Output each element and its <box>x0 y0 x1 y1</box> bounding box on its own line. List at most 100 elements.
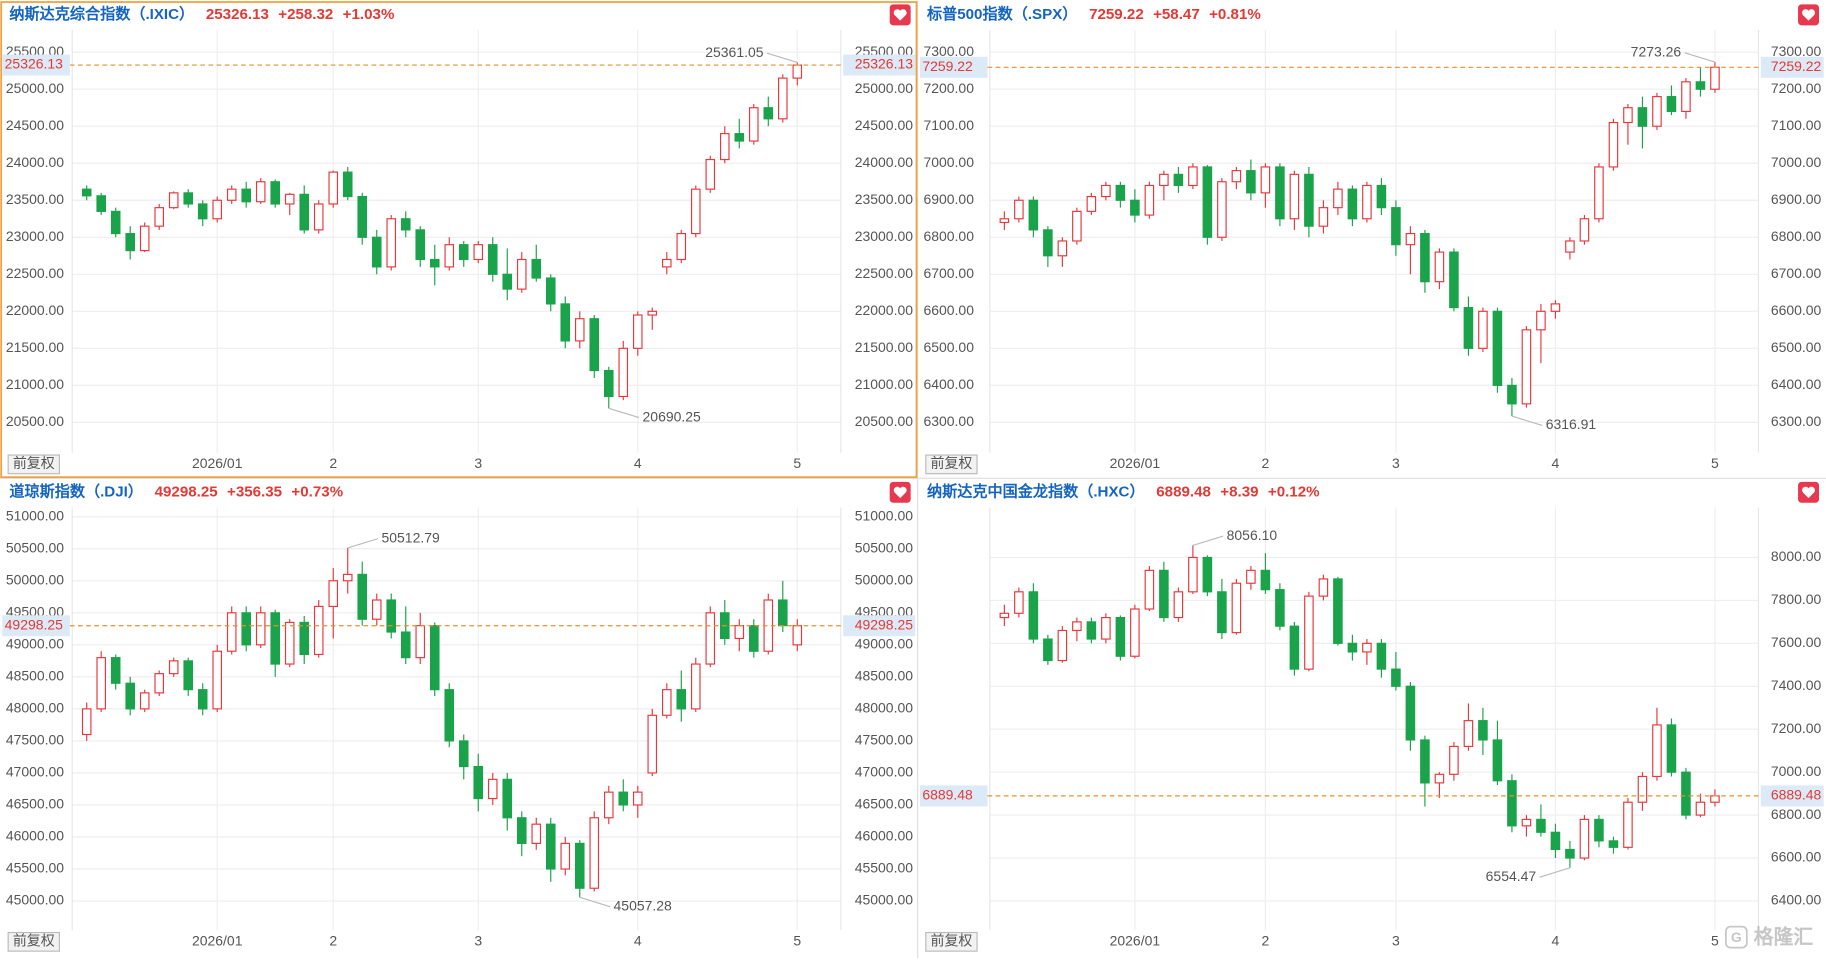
chart-panel: 6300.00 6300.00 6400.00 6400.00 6500.00 6500.… <box>919 4 1824 475</box>
candle-body <box>1028 591 1039 640</box>
annotation-label: 50512.79 <box>382 529 440 545</box>
x-tick-label: 5 <box>793 455 801 471</box>
y-tick-label: 21000.00 <box>855 376 913 392</box>
candle-body <box>1463 720 1474 747</box>
y-tick-label: 50500.00 <box>855 539 913 555</box>
candle-body <box>1623 107 1633 124</box>
adjust-button[interactable]: 前复权 <box>7 454 60 475</box>
y-tick-label: 8000.00 <box>1771 548 1822 564</box>
candle-body <box>502 778 513 819</box>
candle-body <box>1130 608 1140 657</box>
y-tick-label: 25000.00 <box>6 80 64 96</box>
y-tick-label: 21000.00 <box>6 376 64 392</box>
adjust-button-bg <box>925 454 978 475</box>
x-tick-label: 4 <box>1552 933 1560 949</box>
adjust-button[interactable]: 前复权 <box>925 931 978 952</box>
adjust-button-label: 前复权 <box>930 455 972 471</box>
adjust-button-label: 前复权 <box>930 933 972 949</box>
favorite-button[interactable] <box>1798 481 1820 503</box>
y-tick-label: 6800.00 <box>1771 806 1822 822</box>
y-tick-label: 6500.00 <box>1771 339 1822 355</box>
adjust-button[interactable]: 前复权 <box>7 931 60 952</box>
watermark-logo <box>1724 925 1748 949</box>
adjust-button[interactable]: 前复权 <box>925 454 978 475</box>
candle-body <box>328 171 339 205</box>
candle-body <box>999 218 1010 224</box>
candle-body <box>1115 617 1126 657</box>
candle-body <box>212 650 223 710</box>
y-tick-label: 46000.00 <box>6 828 64 844</box>
x-tick-label: 2026/01 <box>1110 455 1161 471</box>
candle-body <box>1565 848 1575 859</box>
candle-body <box>154 207 165 227</box>
y-tick-label: 7000.00 <box>923 154 974 170</box>
y-tick-label: 45000.00 <box>6 892 64 908</box>
y-tick-label: 45500.00 <box>6 860 64 876</box>
candle-body <box>1202 556 1213 593</box>
candle-body <box>1014 199 1024 220</box>
candle-body <box>1492 739 1503 782</box>
y-tick-label: 47000.00 <box>855 764 913 780</box>
candle-body <box>1362 184 1372 220</box>
chart-title: 道琼斯指数（.DJI） <box>9 482 143 500</box>
annotation-leader <box>579 896 611 908</box>
y-tick-label: 7000.00 <box>1771 763 1822 779</box>
price-tag: 49298.25 <box>855 616 913 632</box>
y-tick-label: 45000.00 <box>855 892 913 908</box>
candle-body <box>400 218 411 231</box>
candle-body <box>1333 578 1343 644</box>
candle-body <box>545 277 556 305</box>
x-tick-label: 2 <box>329 933 337 949</box>
favorite-button[interactable] <box>889 4 911 26</box>
candle-body <box>183 660 194 691</box>
candle-body <box>96 657 106 710</box>
chart-panel: 45000.00 45000.00 45500.00 45500.00 46000.00… <box>2 481 916 952</box>
candle-body <box>429 625 440 691</box>
candle-body <box>603 369 614 398</box>
y-tick-label: 46000.00 <box>855 828 913 844</box>
y-tick-label: 7400.00 <box>1771 677 1822 693</box>
candle-body <box>1695 801 1706 816</box>
candle-body <box>299 621 310 656</box>
candle-body <box>778 77 788 120</box>
candle-body <box>1420 232 1430 283</box>
y-tick-label: 7800.00 <box>1771 591 1822 607</box>
candle-body <box>1594 166 1604 220</box>
x-tick-label: 2 <box>1262 455 1270 471</box>
x-tick-label: 3 <box>474 455 482 471</box>
quote-value: +0.81% <box>1209 6 1261 23</box>
chart-title: 纳斯达克综合指数（.IXIC） <box>9 5 194 23</box>
candle-body <box>1362 642 1372 653</box>
candle-body <box>1173 591 1184 619</box>
candle-body <box>1057 629 1068 662</box>
candle-body <box>1086 621 1097 640</box>
y-tick-label: 21500.00 <box>855 339 913 355</box>
price-tag-box <box>843 54 916 76</box>
y-tick-label: 7300.00 <box>923 43 974 59</box>
candle-body <box>1710 795 1720 803</box>
candle-body <box>516 258 527 290</box>
candle-body <box>1420 739 1430 784</box>
candle-body <box>1115 184 1126 201</box>
y-tick-label: 22500.00 <box>6 265 64 281</box>
candle-body <box>1347 188 1358 220</box>
candle-body <box>183 192 194 205</box>
annotation-label: 7273.26 <box>1631 43 1682 59</box>
x-tick-label: 3 <box>1392 455 1400 471</box>
x-tick-label: 2026/01 <box>192 455 243 471</box>
favorite-button[interactable] <box>889 481 911 503</box>
price-tag: 25326.13 <box>5 56 63 72</box>
y-tick-label: 46500.00 <box>855 796 913 812</box>
candle-body <box>1260 569 1271 591</box>
y-tick-label: 49000.00 <box>855 636 913 652</box>
favorite-button[interactable] <box>1798 4 1820 26</box>
y-tick-label: 7200.00 <box>1771 80 1822 96</box>
candle-body <box>516 817 527 844</box>
candle-body <box>125 682 135 710</box>
price-tag: 7259.22 <box>1771 58 1822 74</box>
x-tick-label: 3 <box>474 933 482 949</box>
candle-body <box>502 273 513 290</box>
y-tick-label: 47000.00 <box>6 764 64 780</box>
candle-body <box>1623 801 1633 848</box>
